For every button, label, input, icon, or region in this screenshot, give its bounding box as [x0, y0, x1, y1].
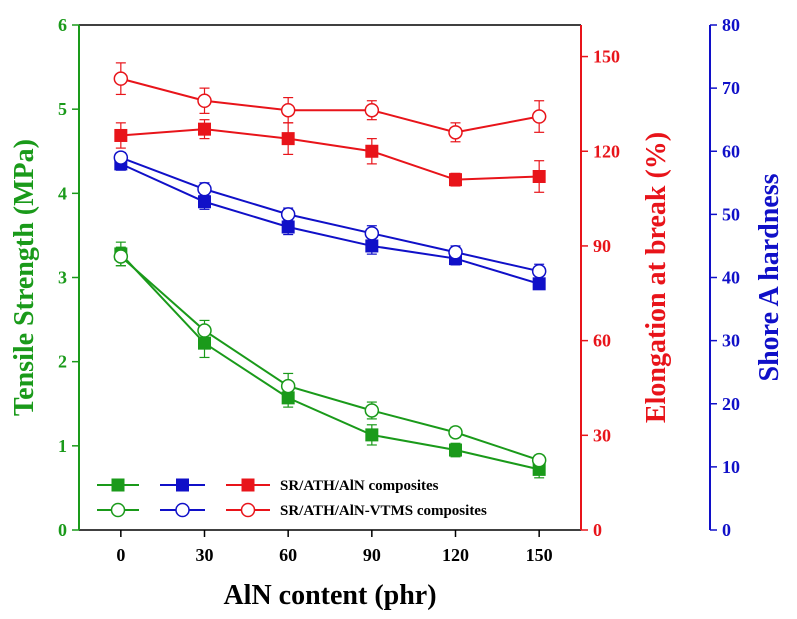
- right-tick-label: 120: [593, 141, 620, 161]
- left-tick-label: 0: [58, 520, 67, 540]
- data-point: [198, 195, 211, 209]
- series-line: [120, 156, 540, 273]
- x-tick-label: 150: [526, 545, 553, 565]
- data-point: [114, 128, 128, 142]
- x-tick-label: 120: [442, 545, 469, 565]
- right2-tick-label: 80: [722, 15, 740, 35]
- data-point: [198, 122, 211, 136]
- data-point: [197, 93, 212, 108]
- right-tick-label: 150: [593, 47, 620, 67]
- data-point: [197, 323, 212, 338]
- series-line: [120, 255, 540, 462]
- data-point: [197, 181, 212, 197]
- left-tick-label: 2: [58, 352, 67, 372]
- legend-marker: [176, 478, 189, 492]
- data-point: [531, 452, 547, 468]
- right-tick-label: 0: [593, 520, 602, 540]
- series-line: [120, 77, 540, 134]
- data-point: [281, 132, 295, 146]
- data-point: [113, 249, 129, 264]
- right2-axis-title: Shore A hardness: [754, 173, 785, 381]
- data-point: [365, 239, 379, 253]
- left-tick-label: 6: [58, 15, 67, 35]
- data-point: [448, 245, 463, 260]
- x-tick-label: 30: [196, 545, 214, 565]
- right2-tick-label: 70: [722, 78, 740, 98]
- data-point: [280, 207, 296, 222]
- right2-tick-label: 40: [722, 268, 740, 288]
- data-point: [448, 425, 463, 440]
- data-point: [280, 378, 296, 394]
- legend-label: SR/ATH/AlN composites: [280, 478, 439, 494]
- right2-tick-label: 50: [722, 204, 740, 224]
- series-line: [120, 162, 540, 285]
- legend-marker: [175, 502, 190, 518]
- data-point: [365, 144, 379, 158]
- left-tick-label: 4: [58, 183, 67, 203]
- data-point: [113, 71, 129, 86]
- left-axis-title: Tensile Strength (MPa): [9, 139, 40, 416]
- right2-tick-label: 0: [722, 520, 731, 540]
- x-tick-label: 0: [116, 545, 125, 565]
- data-point: [532, 170, 546, 183]
- data-point: [531, 263, 547, 279]
- legend-marker: [241, 478, 255, 492]
- data-point: [113, 150, 129, 165]
- data-point: [531, 109, 547, 124]
- x-tick-label: 90: [363, 545, 381, 565]
- right-tick-label: 60: [593, 331, 611, 351]
- data-point: [365, 428, 379, 442]
- data-point: [364, 226, 380, 241]
- right-tick-label: 90: [593, 236, 611, 256]
- legend-marker: [110, 502, 126, 518]
- right2-tick-label: 10: [722, 457, 740, 477]
- data-point: [364, 403, 380, 418]
- x-axis-title: AlN content (phr): [223, 580, 436, 611]
- right2-tick-label: 60: [722, 141, 740, 161]
- data-point: [281, 220, 295, 234]
- legend-marker: [111, 478, 125, 492]
- data-point: [449, 173, 462, 187]
- right2-tick-label: 30: [722, 331, 740, 351]
- left-tick-label: 3: [58, 268, 67, 288]
- data-point: [449, 443, 462, 457]
- x-tick-label: 60: [279, 545, 297, 565]
- legend-label: SR/ATH/AlN-VTMS composites: [280, 503, 487, 519]
- right2-tick-label: 20: [722, 394, 740, 414]
- right-tick-label: 30: [593, 425, 611, 445]
- data-point: [532, 277, 546, 291]
- data-point: [448, 125, 463, 140]
- left-tick-label: 1: [58, 436, 67, 456]
- data-point: [364, 102, 380, 118]
- left-tick-label: 5: [58, 99, 67, 119]
- series-line: [120, 253, 540, 471]
- right-axis-title: Elongation at break (%): [641, 132, 672, 423]
- series-line: [120, 128, 540, 181]
- data-point: [280, 102, 296, 118]
- legend-marker: [240, 502, 256, 518]
